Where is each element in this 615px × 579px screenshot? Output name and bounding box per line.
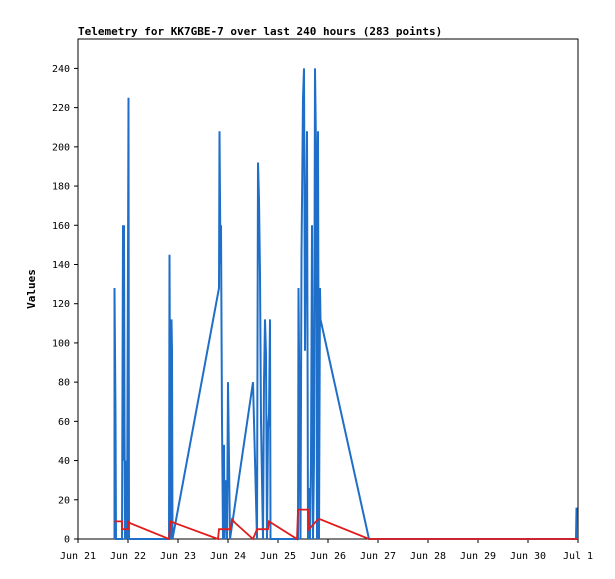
x-tick-label: Jun 25 [260,551,296,562]
y-tick-label: 60 [58,417,70,428]
x-tick-label: Jun 26 [310,551,346,562]
x-tick-label: Jun 30 [510,551,546,562]
y-tick-label: 180 [52,182,70,193]
x-tick-label: Jun 22 [110,551,146,562]
series-line-2 [114,508,577,541]
series-line-1 [113,68,578,540]
y-tick-label: 120 [52,299,70,310]
x-tick-label: Jun 21 [60,551,96,562]
y-tick-label: 200 [52,142,70,153]
series-layer [113,68,578,541]
x-tick-label: Jul 1 [563,551,593,562]
y-axis: 0 20 40 60 80 100 120 140 160 180 200 220 240 [52,64,78,546]
y-tick-label: 0 [64,535,70,546]
y-axis-label: Values [25,269,38,309]
x-tick-label: Jun 24 [210,551,246,562]
y-tick-label: 220 [52,103,70,114]
y-tick-label: 100 [52,338,70,349]
y-tick-label: 20 [58,495,70,506]
chart-title: Telemetry for KK7GBE-7 over last 240 hou… [78,25,442,38]
x-axis: Jun 21 Jun 22 Jun 23 Jun 24 Jun 25 Jun 26 Jun … [60,539,593,562]
plot-frame [77,38,579,540]
y-tick-label: 40 [58,456,70,467]
x-tick-label: Jun 28 [410,551,446,562]
y-tick-label: 160 [52,221,70,232]
y-tick-label: 240 [52,64,70,75]
y-tick-label: 140 [52,260,70,271]
x-tick-label: Jun 27 [360,551,396,562]
y-tick-label: 80 [58,378,70,389]
x-tick-label: Jun 29 [460,551,496,562]
x-tick-label: Jun 23 [160,551,196,562]
